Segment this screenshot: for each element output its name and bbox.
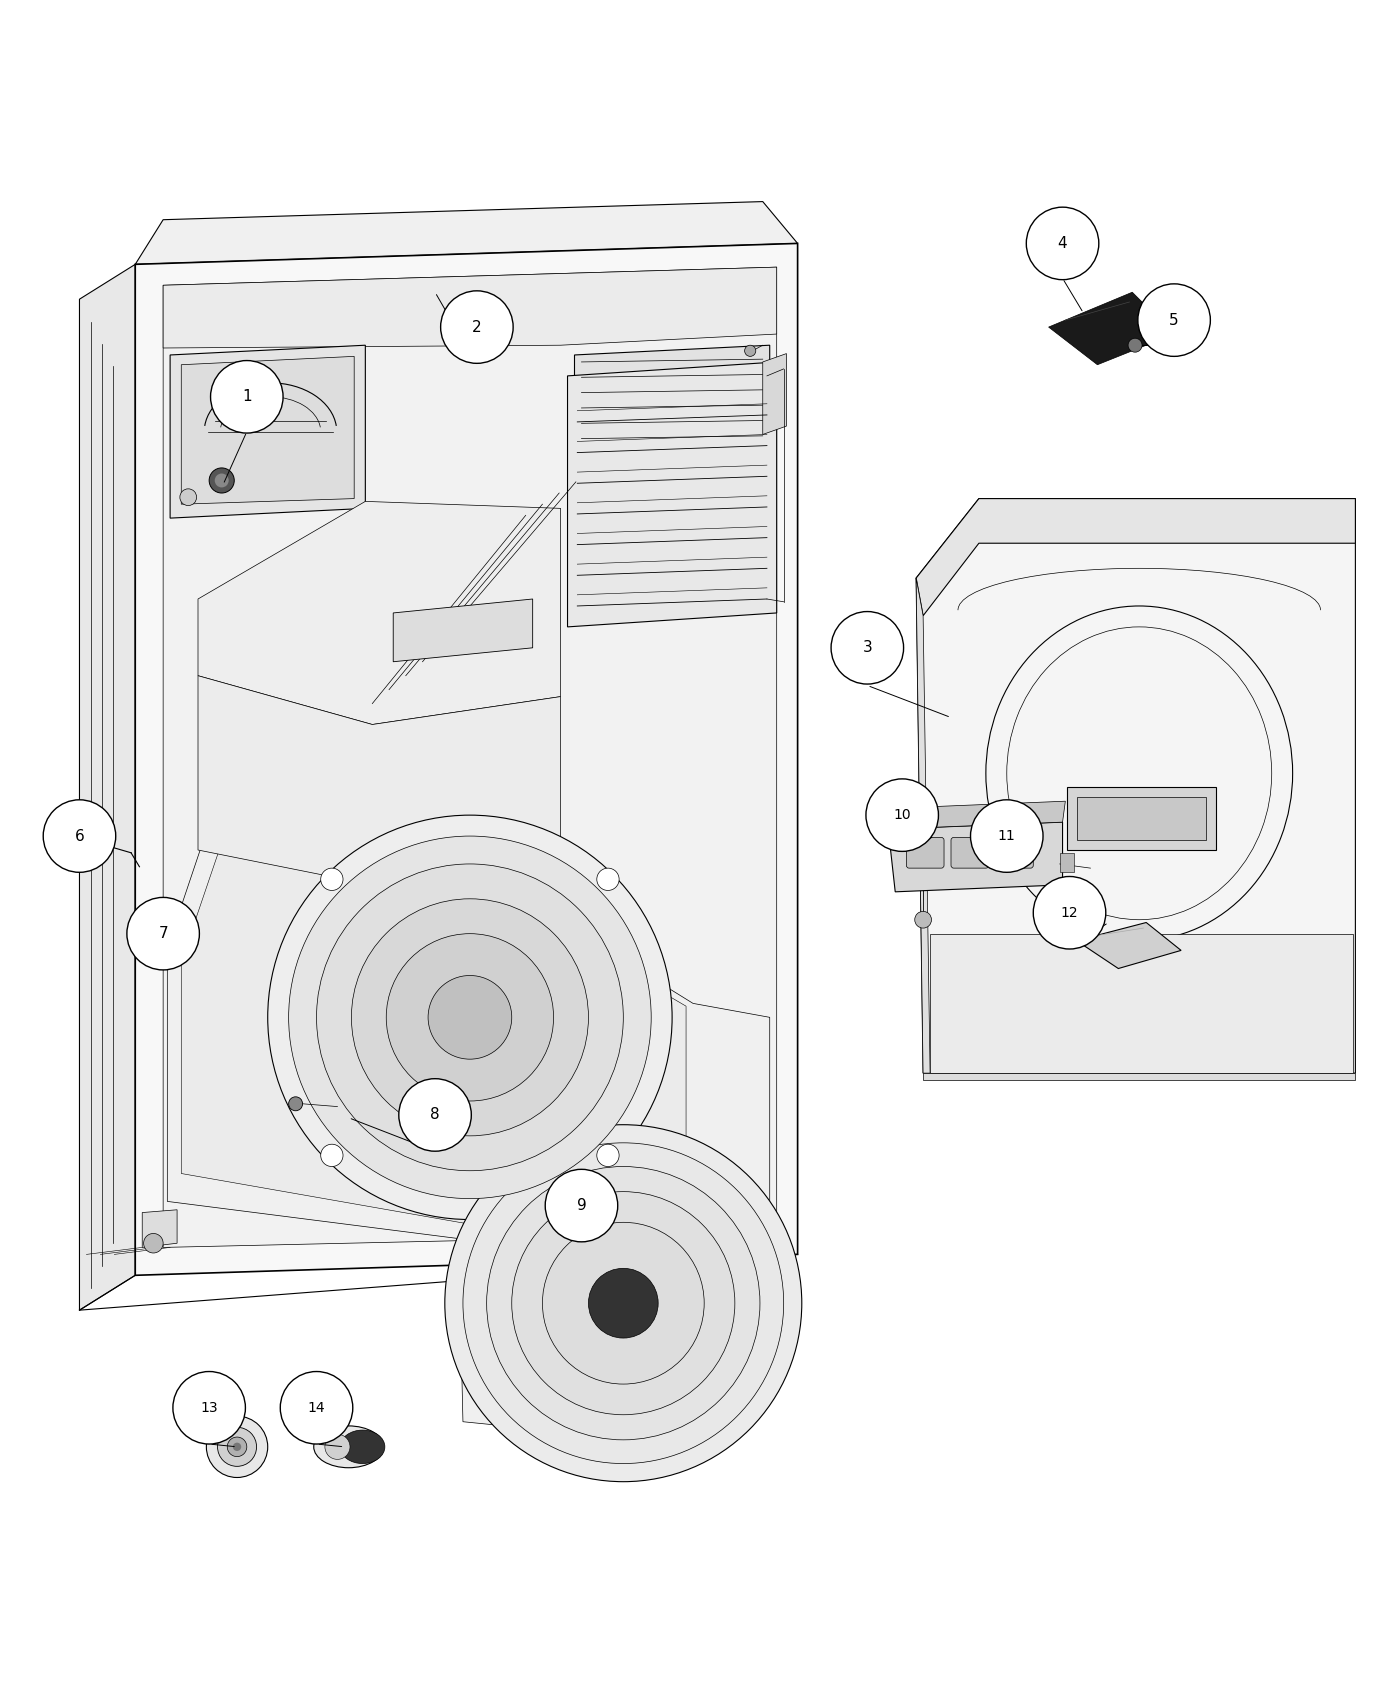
Circle shape [596, 1144, 619, 1166]
Ellipse shape [325, 1435, 350, 1459]
Polygon shape [143, 1210, 176, 1248]
Circle shape [445, 1125, 802, 1482]
Circle shape [280, 1372, 353, 1443]
Polygon shape [888, 823, 1063, 892]
Polygon shape [197, 502, 560, 724]
Circle shape [745, 345, 756, 357]
Circle shape [206, 1416, 267, 1477]
Text: 8: 8 [430, 1107, 440, 1122]
Text: 5: 5 [1169, 313, 1179, 328]
Circle shape [914, 911, 931, 928]
Polygon shape [461, 1185, 788, 1470]
Polygon shape [923, 1073, 1355, 1080]
Polygon shape [763, 354, 787, 435]
Polygon shape [393, 598, 532, 661]
Circle shape [1026, 207, 1099, 280]
Polygon shape [171, 345, 365, 518]
Polygon shape [930, 933, 1352, 1073]
Ellipse shape [314, 1426, 384, 1467]
Ellipse shape [340, 1430, 385, 1464]
Circle shape [596, 869, 619, 891]
Circle shape [227, 1436, 246, 1457]
Circle shape [217, 1428, 256, 1467]
Circle shape [487, 1166, 760, 1440]
Circle shape [321, 1144, 343, 1166]
Circle shape [463, 1142, 784, 1464]
Polygon shape [1077, 797, 1207, 840]
Circle shape [321, 869, 343, 891]
Polygon shape [916, 498, 1355, 615]
Circle shape [1138, 284, 1211, 357]
Circle shape [867, 779, 938, 852]
Text: 3: 3 [862, 641, 872, 654]
Polygon shape [1077, 923, 1182, 969]
Circle shape [210, 360, 283, 434]
Text: 7: 7 [158, 927, 168, 942]
Text: 13: 13 [200, 1401, 218, 1414]
Text: 11: 11 [998, 830, 1015, 843]
Polygon shape [164, 267, 777, 348]
Circle shape [512, 1192, 735, 1414]
Polygon shape [136, 202, 798, 264]
Polygon shape [1060, 853, 1074, 872]
Text: 1: 1 [242, 389, 252, 405]
Circle shape [179, 490, 196, 505]
FancyBboxPatch shape [906, 838, 944, 869]
Polygon shape [916, 578, 930, 1073]
Polygon shape [168, 784, 770, 1251]
Circle shape [588, 1268, 658, 1338]
Polygon shape [80, 264, 136, 1311]
Circle shape [43, 799, 116, 872]
Polygon shape [181, 808, 686, 1238]
Circle shape [545, 1170, 617, 1241]
Circle shape [832, 612, 903, 683]
Polygon shape [164, 267, 777, 1248]
FancyBboxPatch shape [951, 838, 988, 869]
Text: 12: 12 [1061, 906, 1078, 920]
Text: 9: 9 [577, 1198, 587, 1214]
Polygon shape [567, 362, 777, 627]
Text: 14: 14 [308, 1401, 325, 1414]
Circle shape [441, 291, 514, 364]
Polygon shape [1067, 787, 1217, 850]
Polygon shape [888, 801, 1065, 830]
Circle shape [172, 1372, 245, 1443]
Text: 4: 4 [1058, 236, 1067, 252]
Circle shape [232, 1443, 241, 1452]
Polygon shape [1049, 292, 1175, 366]
Polygon shape [181, 357, 354, 505]
Circle shape [1033, 877, 1106, 949]
Text: 10: 10 [893, 808, 911, 823]
Circle shape [1128, 338, 1142, 352]
Circle shape [288, 836, 651, 1198]
Polygon shape [197, 675, 560, 886]
Polygon shape [574, 345, 770, 459]
Circle shape [542, 1222, 704, 1384]
Polygon shape [916, 498, 1355, 1073]
Circle shape [144, 1234, 164, 1253]
Circle shape [399, 1080, 472, 1151]
Text: 6: 6 [74, 828, 84, 843]
Circle shape [970, 799, 1043, 872]
Circle shape [351, 899, 588, 1136]
Polygon shape [136, 243, 798, 1275]
Circle shape [316, 864, 623, 1171]
Circle shape [386, 933, 553, 1102]
Circle shape [288, 1096, 302, 1110]
Circle shape [428, 976, 512, 1059]
FancyBboxPatch shape [995, 838, 1033, 869]
Circle shape [267, 814, 672, 1219]
Circle shape [214, 474, 228, 488]
Circle shape [209, 468, 234, 493]
Text: 2: 2 [472, 320, 482, 335]
Circle shape [127, 898, 199, 971]
